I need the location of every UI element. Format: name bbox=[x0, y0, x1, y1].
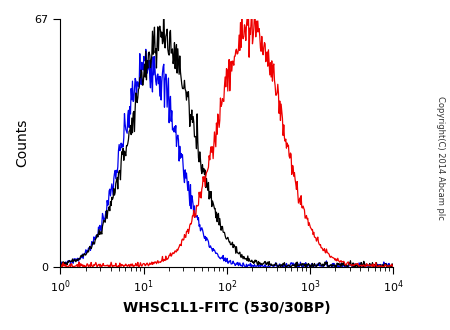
Y-axis label: Counts: Counts bbox=[15, 119, 29, 167]
X-axis label: WHSC1L1-FITC (530/30BP): WHSC1L1-FITC (530/30BP) bbox=[123, 301, 331, 315]
Text: Copyright(C) 2014 Abcam plc: Copyright(C) 2014 Abcam plc bbox=[436, 96, 446, 220]
